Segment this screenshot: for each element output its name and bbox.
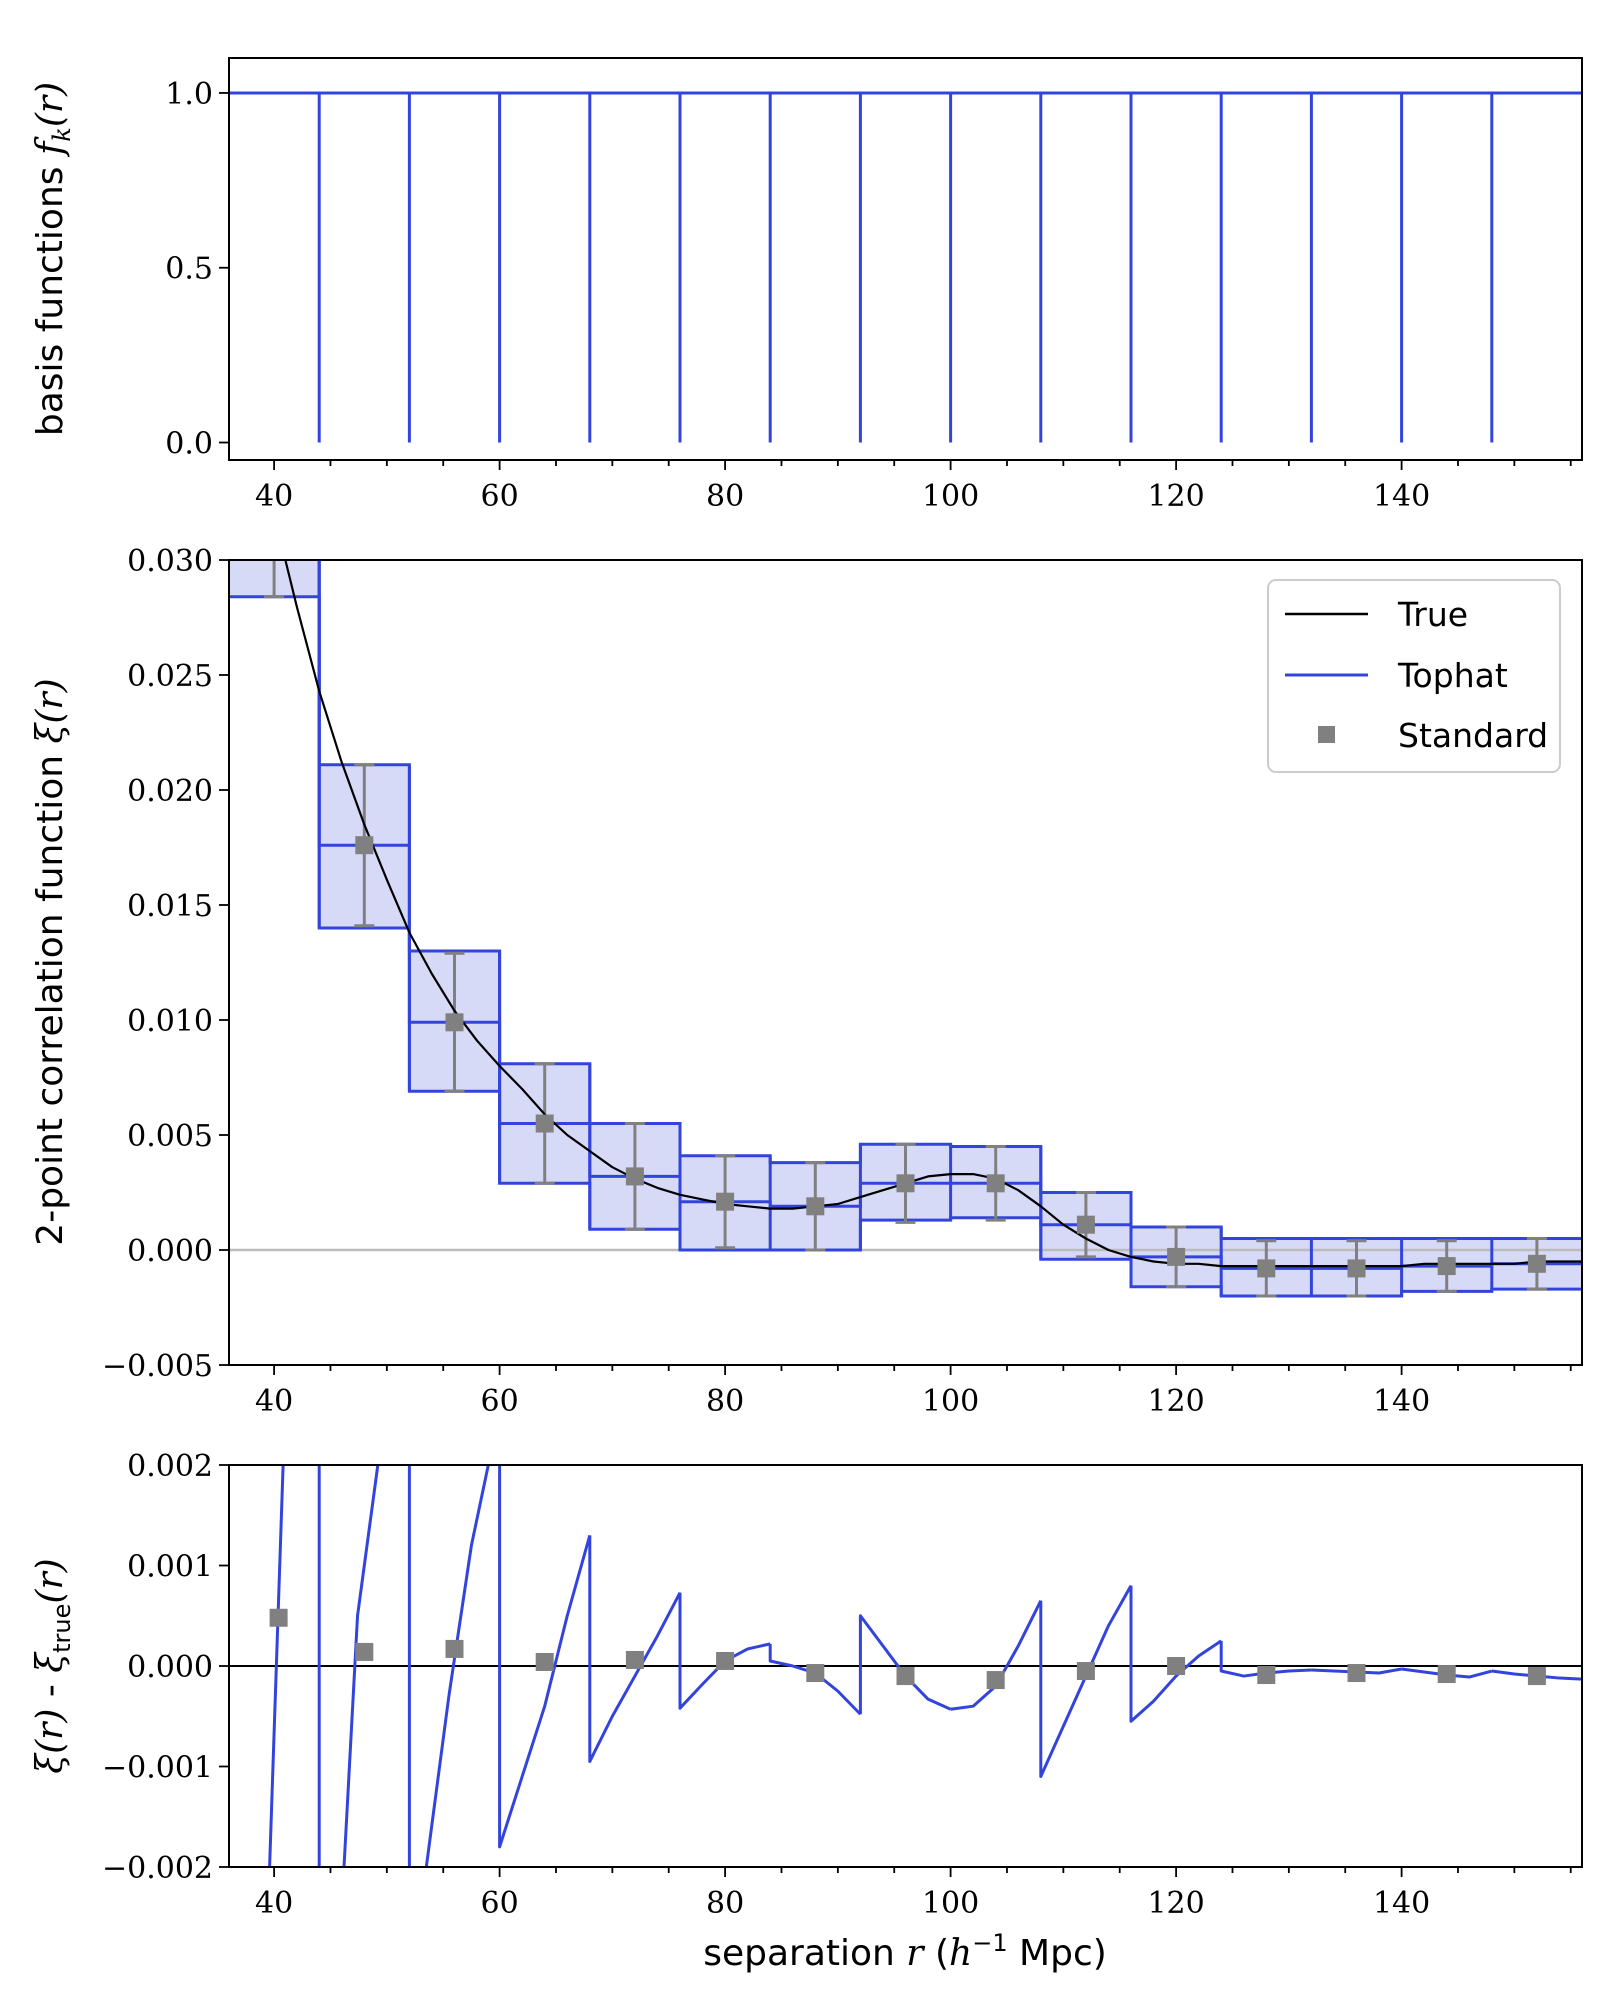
standard-residual-point [1527, 1667, 1546, 1686]
x-tick-label: 40 [255, 1384, 293, 1419]
standard-residual-point [445, 1639, 464, 1658]
residuals-panel: 40 60 80 100 120 140 −0.002 −0.001 0.000 0.001 0.0… [30, 1449, 1583, 1974]
standard-point [445, 1013, 464, 1032]
standard-point [806, 1197, 825, 1216]
x-tick-label: 60 [481, 1384, 519, 1419]
correlation-function-plot-area [229, 560, 1582, 1298]
standard-residual-point [806, 1664, 825, 1683]
legend-true-label: True [1397, 595, 1468, 634]
y-tick-label: 0.000 [127, 1234, 213, 1269]
legend-standard-swatch [1318, 726, 1335, 743]
standard-residual-point [355, 1642, 374, 1661]
y-tick-label: 0.015 [127, 889, 213, 924]
tophat-residual-segment [768, 1643, 862, 1716]
standard-residual-point [1167, 1657, 1186, 1675]
tophat-residual-segment [268, 1465, 285, 1867]
x-tick-label: 100 [922, 1384, 979, 1419]
standard-point [1257, 1259, 1276, 1278]
standard-point [1527, 1254, 1546, 1273]
x-axis-label: separation r (h−1 Mpc) [703, 1929, 1107, 1974]
standard-residual-point [1437, 1665, 1456, 1684]
y-tick-label: 0.025 [127, 659, 213, 694]
tophat-residual-segment [678, 1592, 771, 1710]
tophat-residual-segment [588, 1535, 682, 1763]
standard-point [535, 1114, 554, 1133]
basis-functions-plot-area [229, 91, 1582, 443]
standard-residual-point [625, 1650, 644, 1669]
x-tick-label: 40 [255, 1886, 293, 1921]
tophat-residual-segment [1129, 1585, 1223, 1723]
x-tick-label: 140 [1373, 1886, 1430, 1921]
y-tick-label: 0.0 [165, 427, 213, 462]
y-tick-label: 0.5 [165, 252, 213, 287]
basis-functions-panel: 40 60 80 100 120 140 0.0 0.5 1.0 basis functions… [30, 57, 1583, 514]
x-tick-label: 100 [922, 479, 979, 514]
standard-point [1437, 1257, 1456, 1276]
standard-residual-point [269, 1608, 288, 1627]
residuals-plot-area [229, 1465, 1582, 1867]
legend-standard-label: Standard [1398, 716, 1548, 755]
tophat-residual-segment [1039, 1584, 1133, 1779]
y-tick-label: −0.001 [102, 1751, 213, 1786]
x-tick-label: 80 [706, 1384, 744, 1419]
correlation-function-panel: 40 60 80 100 120 140 −0.005 0.000 0.005 0.010 0.01… [30, 544, 1583, 1419]
x-tick-label: 80 [706, 1886, 744, 1921]
y-tick-label: 0.001 [127, 1550, 213, 1585]
standard-point [986, 1174, 1005, 1193]
correlation-function-ylabel: 2-point correlation function ξ(r) [30, 678, 71, 1245]
tophat-residual-segment [498, 1465, 592, 1849]
y-tick-label: 0.010 [127, 1004, 213, 1039]
basis-functions-ticks: 40 60 80 100 120 140 0.0 0.5 1.0 [165, 77, 1572, 514]
basis-functions-ylabel: basis functions fk(r) [30, 82, 76, 436]
x-tick-label: 40 [255, 479, 293, 514]
x-tick-label: 60 [481, 479, 519, 514]
x-tick-label: 140 [1373, 479, 1430, 514]
correlation-function-axes-frame [228, 559, 1583, 1366]
standard-residual-point [896, 1667, 915, 1686]
y-tick-label: −0.005 [102, 1349, 213, 1384]
residuals-ticks: 40 60 80 100 120 140 −0.002 −0.001 0.000 0.001 0.0… [102, 1449, 1572, 1921]
x-tick-label: 120 [1147, 1384, 1204, 1419]
standard-point [896, 1174, 915, 1193]
legend: True Tophat Standard [1267, 579, 1561, 773]
standard-residual-point [535, 1652, 554, 1671]
x-tick-label: 80 [706, 479, 744, 514]
standard-point [716, 1192, 735, 1211]
legend-tophat-label: Tophat [1397, 656, 1508, 695]
standard-residual-point [1347, 1664, 1366, 1683]
correlation-function-ticks: 40 60 80 100 120 140 −0.005 0.000 0.005 0.010 0.01… [102, 544, 1572, 1419]
x-tick-label: 120 [1147, 479, 1204, 514]
standard-point [1347, 1259, 1366, 1278]
tophat-residual-segment [858, 1614, 952, 1715]
y-tick-label: −0.002 [102, 1851, 213, 1886]
basis-functions-axes-frame [228, 57, 1583, 461]
standard-point [1167, 1247, 1186, 1266]
tophat-residual-segment [342, 1465, 380, 1867]
standard-residual-point [716, 1651, 735, 1670]
legend-box [1267, 579, 1561, 773]
x-tick-label: 120 [1147, 1886, 1204, 1921]
tophat-residual-segment [1219, 1640, 1312, 1678]
x-tick-label: 140 [1373, 1384, 1430, 1419]
tophat-residual-segment [950, 1600, 1043, 1711]
y-tick-label: 0.000 [127, 1650, 213, 1685]
residuals-ylabel: ξ(r) - ξtrue(r) [30, 1558, 76, 1773]
y-tick-label: 0.030 [127, 544, 213, 579]
tophat-residual-segment [424, 1465, 490, 1867]
x-tick-label: 60 [481, 1886, 519, 1921]
x-tick-label: 100 [922, 1886, 979, 1921]
standard-point [1076, 1215, 1095, 1234]
standard-residual-point [1257, 1666, 1276, 1685]
standard-residual-point [1076, 1662, 1095, 1681]
y-tick-label: 1.0 [165, 77, 213, 112]
y-tick-label: 0.005 [127, 1119, 213, 1154]
standard-point [625, 1167, 644, 1186]
y-tick-label: 0.002 [127, 1449, 213, 1484]
y-tick-label: 0.020 [127, 774, 213, 809]
standard-point [355, 836, 374, 855]
standard-residual-point [986, 1671, 1005, 1690]
